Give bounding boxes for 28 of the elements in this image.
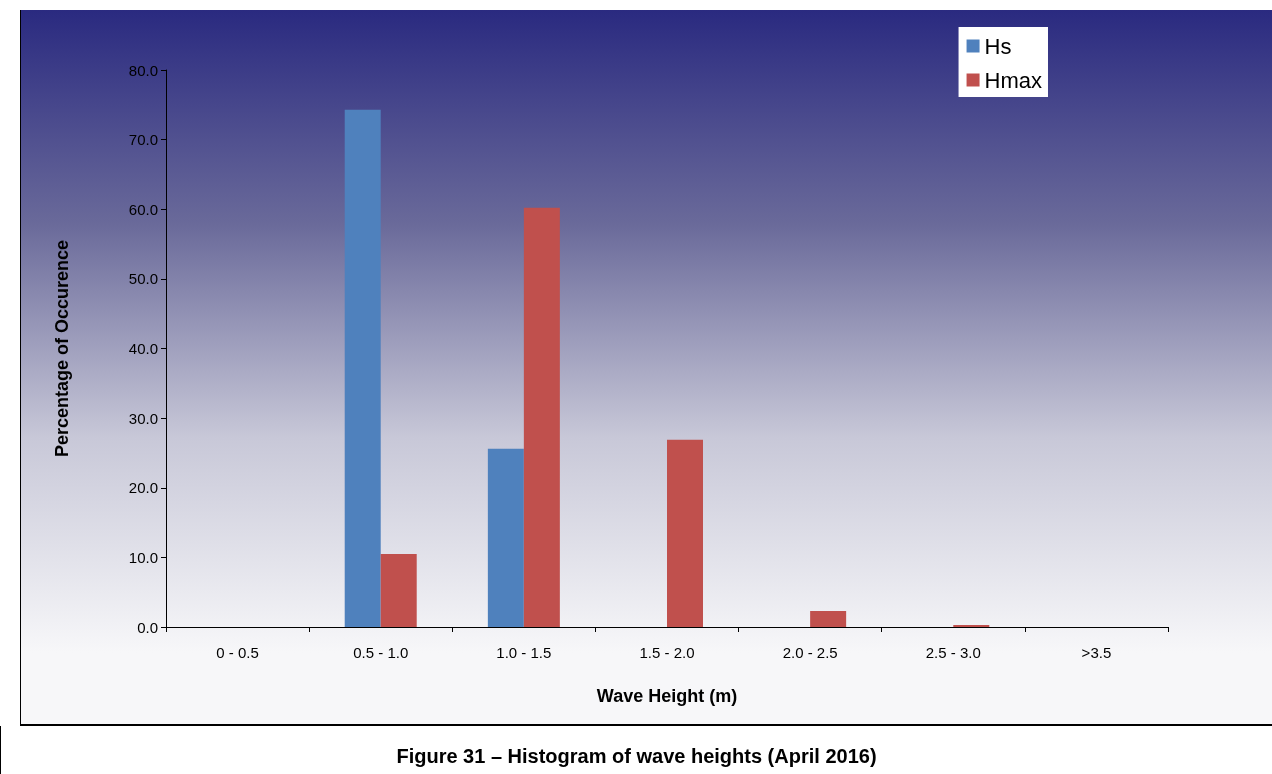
- legend-label: Hs: [984, 33, 1012, 59]
- y-tick-label: 50.0: [128, 270, 158, 288]
- y-tick-label: 80.0: [128, 61, 158, 79]
- bar: [523, 207, 560, 627]
- y-tick-label: 20.0: [128, 479, 158, 497]
- x-tick-label: 0.5 - 1.0: [353, 644, 409, 661]
- bar: [487, 448, 524, 627]
- x-axis-title: Wave Height (m): [596, 686, 738, 706]
- x-tick-label: 2.0 - 2.5: [782, 644, 838, 661]
- bar: [810, 610, 847, 627]
- bar: [667, 439, 703, 627]
- y-tick-label: 10.0: [128, 548, 158, 566]
- x-tick-label: 1.0 - 1.5: [496, 644, 552, 661]
- y-tick-label: 30.0: [128, 409, 158, 427]
- bar: [953, 624, 990, 627]
- caption: Figure 31 – Histogram of wave heights (April 2016): [0, 726, 1272, 774]
- x-tick-label: >3.5: [1081, 644, 1112, 661]
- x-tick-label: 0 - 0.5: [216, 644, 259, 661]
- x-tick-label: 1.5 - 2.0: [639, 644, 695, 661]
- y-tick-label: 0.0: [137, 618, 158, 636]
- bar: [344, 109, 381, 627]
- x-tick-label: 2.5 - 3.0: [925, 644, 981, 661]
- bar: [380, 553, 417, 627]
- y-tick-label: 70.0: [128, 131, 158, 149]
- y-axis-title: Percentage of Occurence: [52, 239, 72, 458]
- y-tick-label: 40.0: [128, 340, 158, 357]
- y-tick-label: 60.0: [128, 200, 158, 218]
- legend-label: Hmax: [984, 67, 1042, 93]
